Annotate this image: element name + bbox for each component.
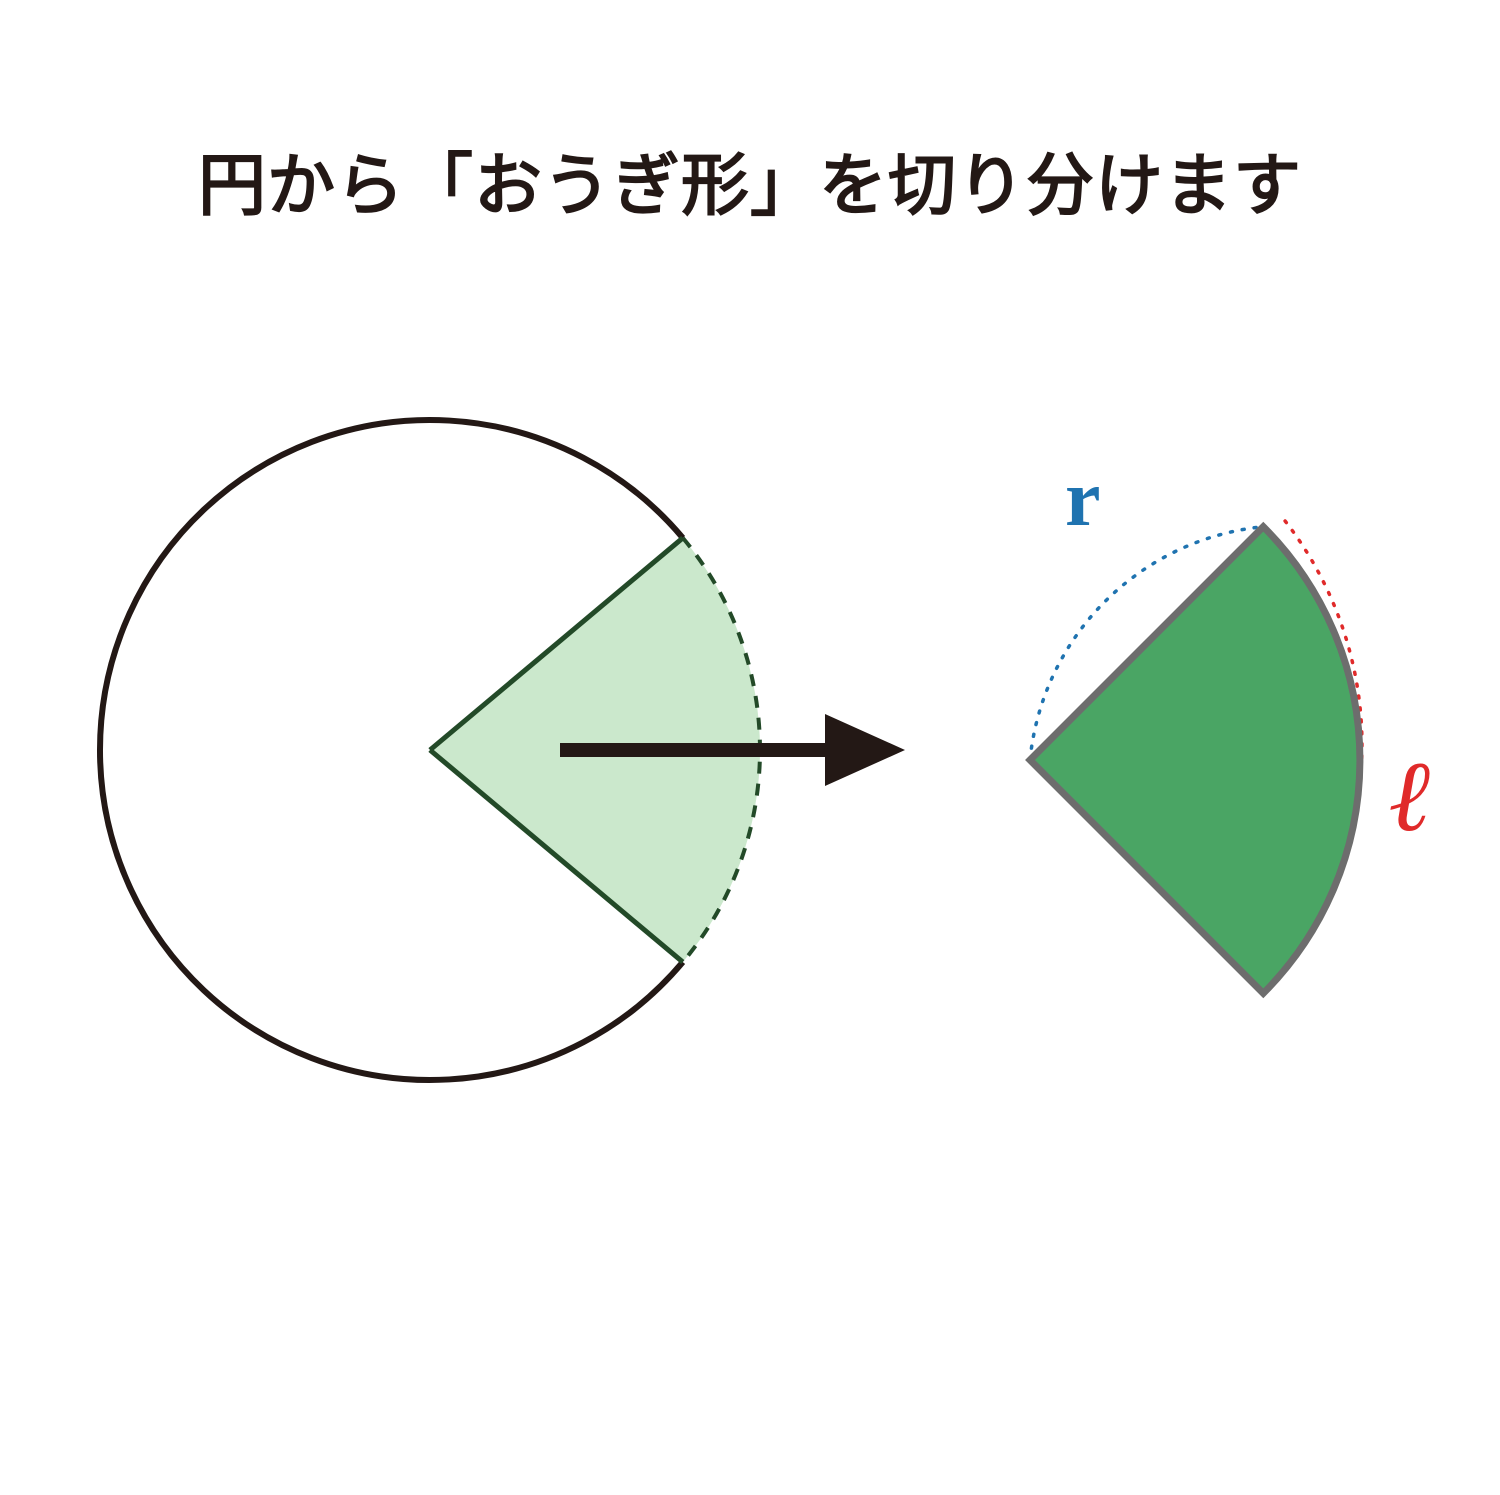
diagram-title: 円から「おうぎ形」を切り分けます [0,130,1500,229]
r-label: r [1065,455,1101,543]
l-label: ℓ [1390,741,1433,852]
cut-sector-group: r ℓ [1030,455,1433,993]
arrow-head [825,714,905,786]
diagram-stage: 円から「おうぎ形」を切り分けます r [0,0,1500,1495]
diagram-svg: r ℓ [0,300,1500,1300]
cut-sector-fill [1030,527,1360,994]
